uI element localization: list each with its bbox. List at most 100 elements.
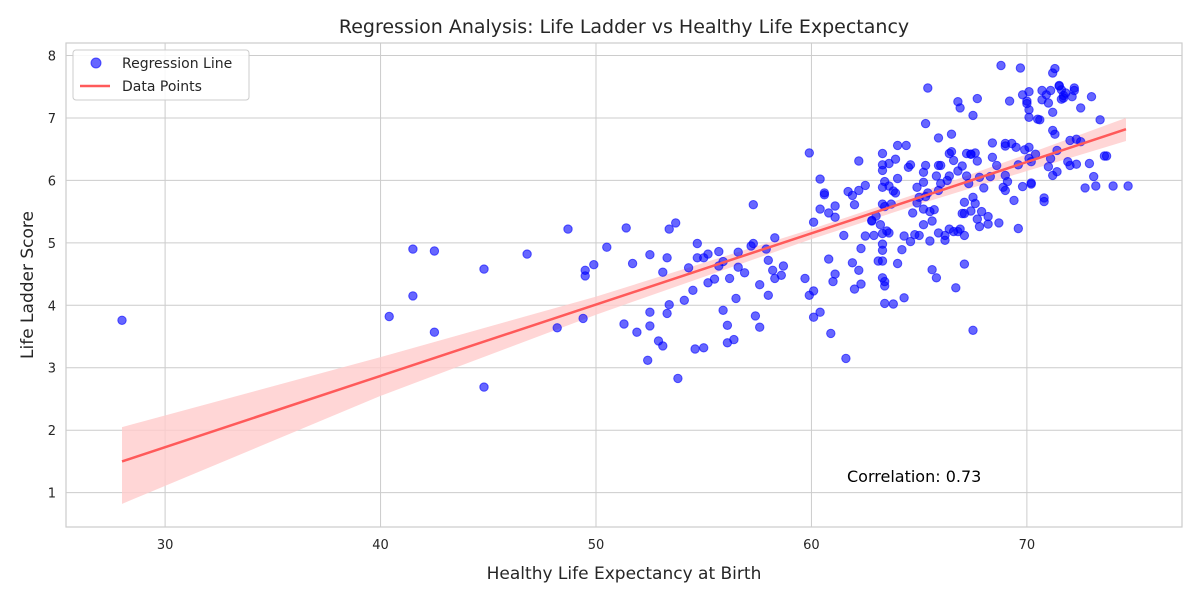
data-point [890,188,901,198]
data-point [946,129,957,139]
y-axis-label: Life Ladder Score [18,211,38,359]
legend-entry-data-points: Data Points [122,79,202,95]
data-point [951,283,961,293]
data-point [664,224,674,234]
data-point [849,284,860,294]
data-point [627,258,638,269]
data-point [733,247,743,257]
data-point [1015,63,1026,73]
data-point [888,299,898,309]
data-point [877,245,888,256]
y-tick-label: 8 [48,49,56,64]
legend: Regression Line Data Points [72,49,250,101]
data-point [1050,63,1060,74]
data-point [1076,103,1086,113]
data-point [983,211,993,222]
data-point [1123,181,1133,191]
data-point [1000,185,1010,196]
data-point [908,208,918,218]
data-point [522,249,532,259]
data-point [854,185,864,196]
regression-line-group [121,127,1127,463]
data-point [673,373,683,384]
data-point [880,281,890,291]
data-point [970,148,980,158]
data-point [860,231,870,241]
data-point [1091,181,1101,191]
data-point [1045,85,1056,96]
data-point [987,138,998,148]
data-point [808,217,819,227]
data-point [683,263,694,273]
data-point [1095,115,1105,125]
data-point [972,156,982,166]
data-point [955,224,965,234]
data-point [429,327,440,337]
data-point [815,174,825,184]
data-point [384,311,394,322]
data-point [1011,142,1021,153]
data-point [996,60,1006,71]
data-point [875,220,886,230]
data-point [920,118,931,129]
data-point [877,256,888,266]
data-point [826,328,836,339]
data-point [901,140,911,151]
data-point [692,238,702,249]
data-point [892,258,903,269]
data-point [974,221,985,232]
data-point [714,246,724,257]
data-point [1024,112,1034,123]
data-point [976,206,987,217]
data-point [580,265,590,275]
data-point [658,267,668,277]
y-tick-label: 4 [48,299,56,314]
data-point [927,265,937,275]
data-point [703,249,713,259]
data-point [931,273,942,283]
data-point [992,160,1002,171]
data-point [632,327,642,337]
legend-box [72,49,250,101]
data-point [1052,167,1062,177]
data-point [1009,195,1019,206]
data-point [1069,85,1080,96]
data-point [1101,151,1112,161]
data-point [731,293,741,304]
data-point [724,273,735,284]
data-point [929,205,939,215]
data-point [854,156,864,166]
data-point [1039,196,1049,207]
data-point [1024,142,1034,153]
data-point [824,254,834,264]
data-point [892,140,903,151]
data-point [778,261,789,271]
data-point [890,154,901,164]
data-point [770,233,780,243]
data-point [755,280,765,290]
data-point [1084,158,1095,169]
data-point [830,212,840,222]
data-point [658,341,668,351]
data-point [690,344,700,354]
data-point [408,291,418,301]
data-point [643,355,653,365]
data-point [645,250,655,260]
data-point [918,177,929,188]
x-axis-label: Healthy Life Expectancy at Birth [487,564,762,584]
data-point [1048,107,1058,118]
data-point [970,198,980,209]
data-point [1080,183,1090,193]
data-point [718,305,728,315]
data-point [856,243,866,254]
data-point [948,155,959,166]
data-point [979,183,989,193]
data-point [905,160,916,170]
data-point [877,148,888,159]
data-point [931,171,942,181]
data-point [1013,223,1023,234]
data-point [763,255,773,265]
data-point [688,285,698,295]
y-tick-label: 7 [48,112,56,127]
